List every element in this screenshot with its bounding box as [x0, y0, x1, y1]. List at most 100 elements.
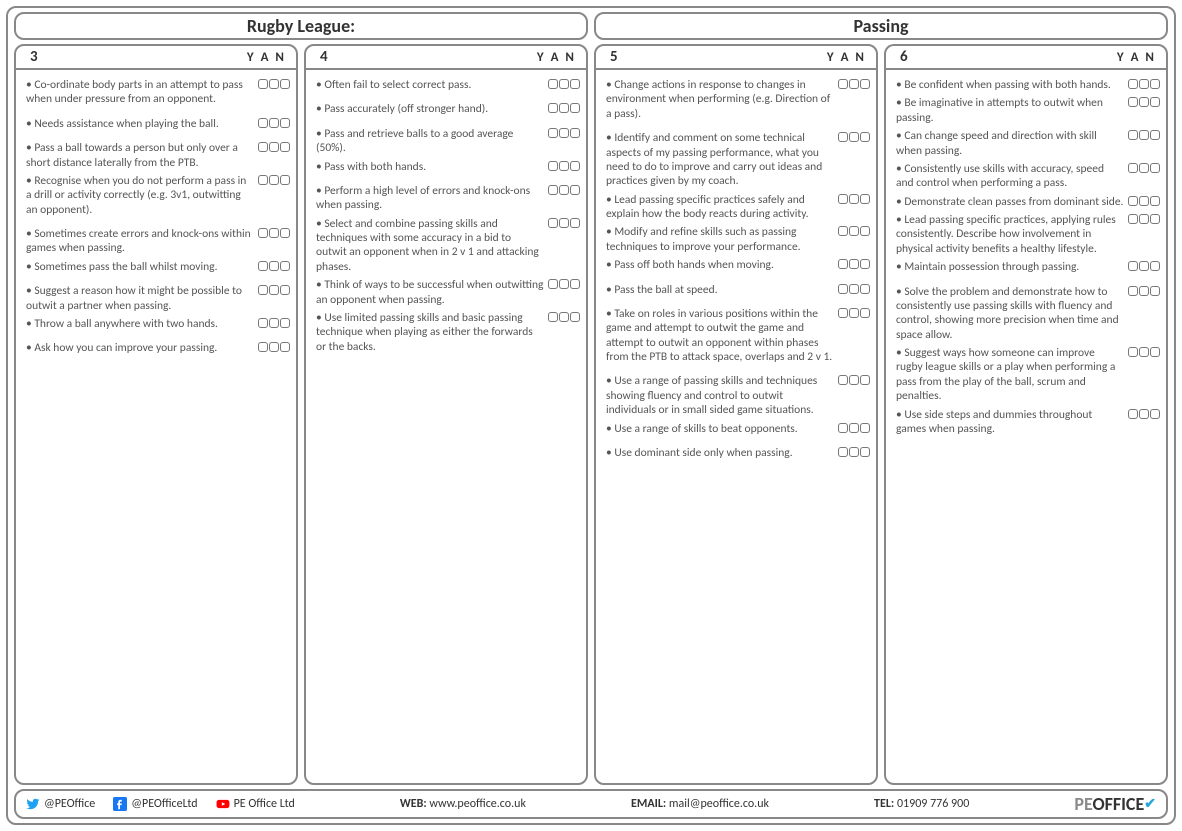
checkbox[interactable]: [838, 226, 848, 236]
checkbox[interactable]: [269, 228, 279, 238]
checkbox[interactable]: [1139, 409, 1149, 419]
checkbox[interactable]: [860, 259, 870, 269]
checkbox[interactable]: [1128, 214, 1138, 224]
checkbox[interactable]: [1139, 347, 1149, 357]
checkbox[interactable]: [860, 375, 870, 385]
checkbox[interactable]: [860, 308, 870, 318]
checkbox[interactable]: [280, 228, 290, 238]
checkbox[interactable]: [849, 423, 859, 433]
checkbox[interactable]: [838, 423, 848, 433]
checkbox[interactable]: [548, 312, 558, 322]
checkbox[interactable]: [280, 175, 290, 185]
checkbox[interactable]: [1128, 79, 1138, 89]
checkbox[interactable]: [548, 103, 558, 113]
checkbox[interactable]: [838, 132, 848, 142]
checkbox[interactable]: [570, 279, 580, 289]
checkbox[interactable]: [269, 118, 279, 128]
checkbox[interactable]: [860, 226, 870, 236]
checkbox[interactable]: [548, 218, 558, 228]
checkbox[interactable]: [1150, 409, 1160, 419]
checkbox[interactable]: [1128, 409, 1138, 419]
checkbox[interactable]: [1150, 196, 1160, 206]
checkbox[interactable]: [280, 261, 290, 271]
checkbox[interactable]: [559, 161, 569, 171]
checkbox[interactable]: [849, 194, 859, 204]
checkbox[interactable]: [280, 142, 290, 152]
checkbox[interactable]: [1139, 130, 1149, 140]
checkbox[interactable]: [570, 79, 580, 89]
checkbox[interactable]: [570, 128, 580, 138]
checkbox[interactable]: [258, 118, 268, 128]
checkbox[interactable]: [849, 132, 859, 142]
checkbox[interactable]: [559, 185, 569, 195]
checkbox[interactable]: [1128, 261, 1138, 271]
checkbox[interactable]: [1128, 196, 1138, 206]
checkbox[interactable]: [280, 285, 290, 295]
checkbox[interactable]: [1150, 130, 1160, 140]
checkbox[interactable]: [559, 312, 569, 322]
checkbox[interactable]: [269, 285, 279, 295]
checkbox[interactable]: [559, 79, 569, 89]
checkbox[interactable]: [849, 259, 859, 269]
checkbox[interactable]: [838, 308, 848, 318]
checkbox[interactable]: [838, 194, 848, 204]
checkbox[interactable]: [1128, 163, 1138, 173]
checkbox[interactable]: [559, 218, 569, 228]
checkbox[interactable]: [548, 279, 558, 289]
checkbox[interactable]: [269, 342, 279, 352]
checkbox[interactable]: [280, 318, 290, 328]
checkbox[interactable]: [559, 128, 569, 138]
checkbox[interactable]: [269, 79, 279, 89]
checkbox[interactable]: [559, 279, 569, 289]
checkbox[interactable]: [1150, 347, 1160, 357]
checkbox[interactable]: [860, 132, 870, 142]
checkbox[interactable]: [269, 175, 279, 185]
checkbox[interactable]: [838, 284, 848, 294]
checkbox[interactable]: [548, 79, 558, 89]
checkbox[interactable]: [1150, 214, 1160, 224]
checkbox[interactable]: [570, 185, 580, 195]
checkbox[interactable]: [1139, 286, 1149, 296]
checkbox[interactable]: [838, 79, 848, 89]
checkbox[interactable]: [280, 118, 290, 128]
checkbox[interactable]: [838, 259, 848, 269]
checkbox[interactable]: [559, 103, 569, 113]
checkbox[interactable]: [269, 142, 279, 152]
checkbox[interactable]: [258, 342, 268, 352]
checkbox[interactable]: [860, 447, 870, 457]
checkbox[interactable]: [1150, 286, 1160, 296]
checkbox[interactable]: [1128, 130, 1138, 140]
checkbox[interactable]: [548, 185, 558, 195]
checkbox[interactable]: [570, 218, 580, 228]
checkbox[interactable]: [860, 423, 870, 433]
checkbox[interactable]: [1139, 97, 1149, 107]
checkbox[interactable]: [849, 79, 859, 89]
checkbox[interactable]: [1150, 97, 1160, 107]
checkbox[interactable]: [570, 312, 580, 322]
checkbox[interactable]: [1139, 163, 1149, 173]
checkbox[interactable]: [280, 79, 290, 89]
checkbox[interactable]: [548, 161, 558, 171]
checkbox[interactable]: [1128, 97, 1138, 107]
checkbox[interactable]: [1139, 261, 1149, 271]
checkbox[interactable]: [860, 79, 870, 89]
checkbox[interactable]: [849, 447, 859, 457]
checkbox[interactable]: [258, 79, 268, 89]
checkbox[interactable]: [258, 261, 268, 271]
checkbox[interactable]: [860, 194, 870, 204]
checkbox[interactable]: [1139, 79, 1149, 89]
checkbox[interactable]: [1128, 347, 1138, 357]
checkbox[interactable]: [849, 375, 859, 385]
checkbox[interactable]: [1150, 261, 1160, 271]
checkbox[interactable]: [269, 261, 279, 271]
checkbox[interactable]: [1150, 79, 1160, 89]
checkbox[interactable]: [860, 284, 870, 294]
checkbox[interactable]: [838, 375, 848, 385]
checkbox[interactable]: [280, 342, 290, 352]
checkbox[interactable]: [570, 103, 580, 113]
checkbox[interactable]: [1139, 214, 1149, 224]
checkbox[interactable]: [258, 318, 268, 328]
checkbox[interactable]: [548, 128, 558, 138]
checkbox[interactable]: [838, 447, 848, 457]
checkbox[interactable]: [1128, 286, 1138, 296]
